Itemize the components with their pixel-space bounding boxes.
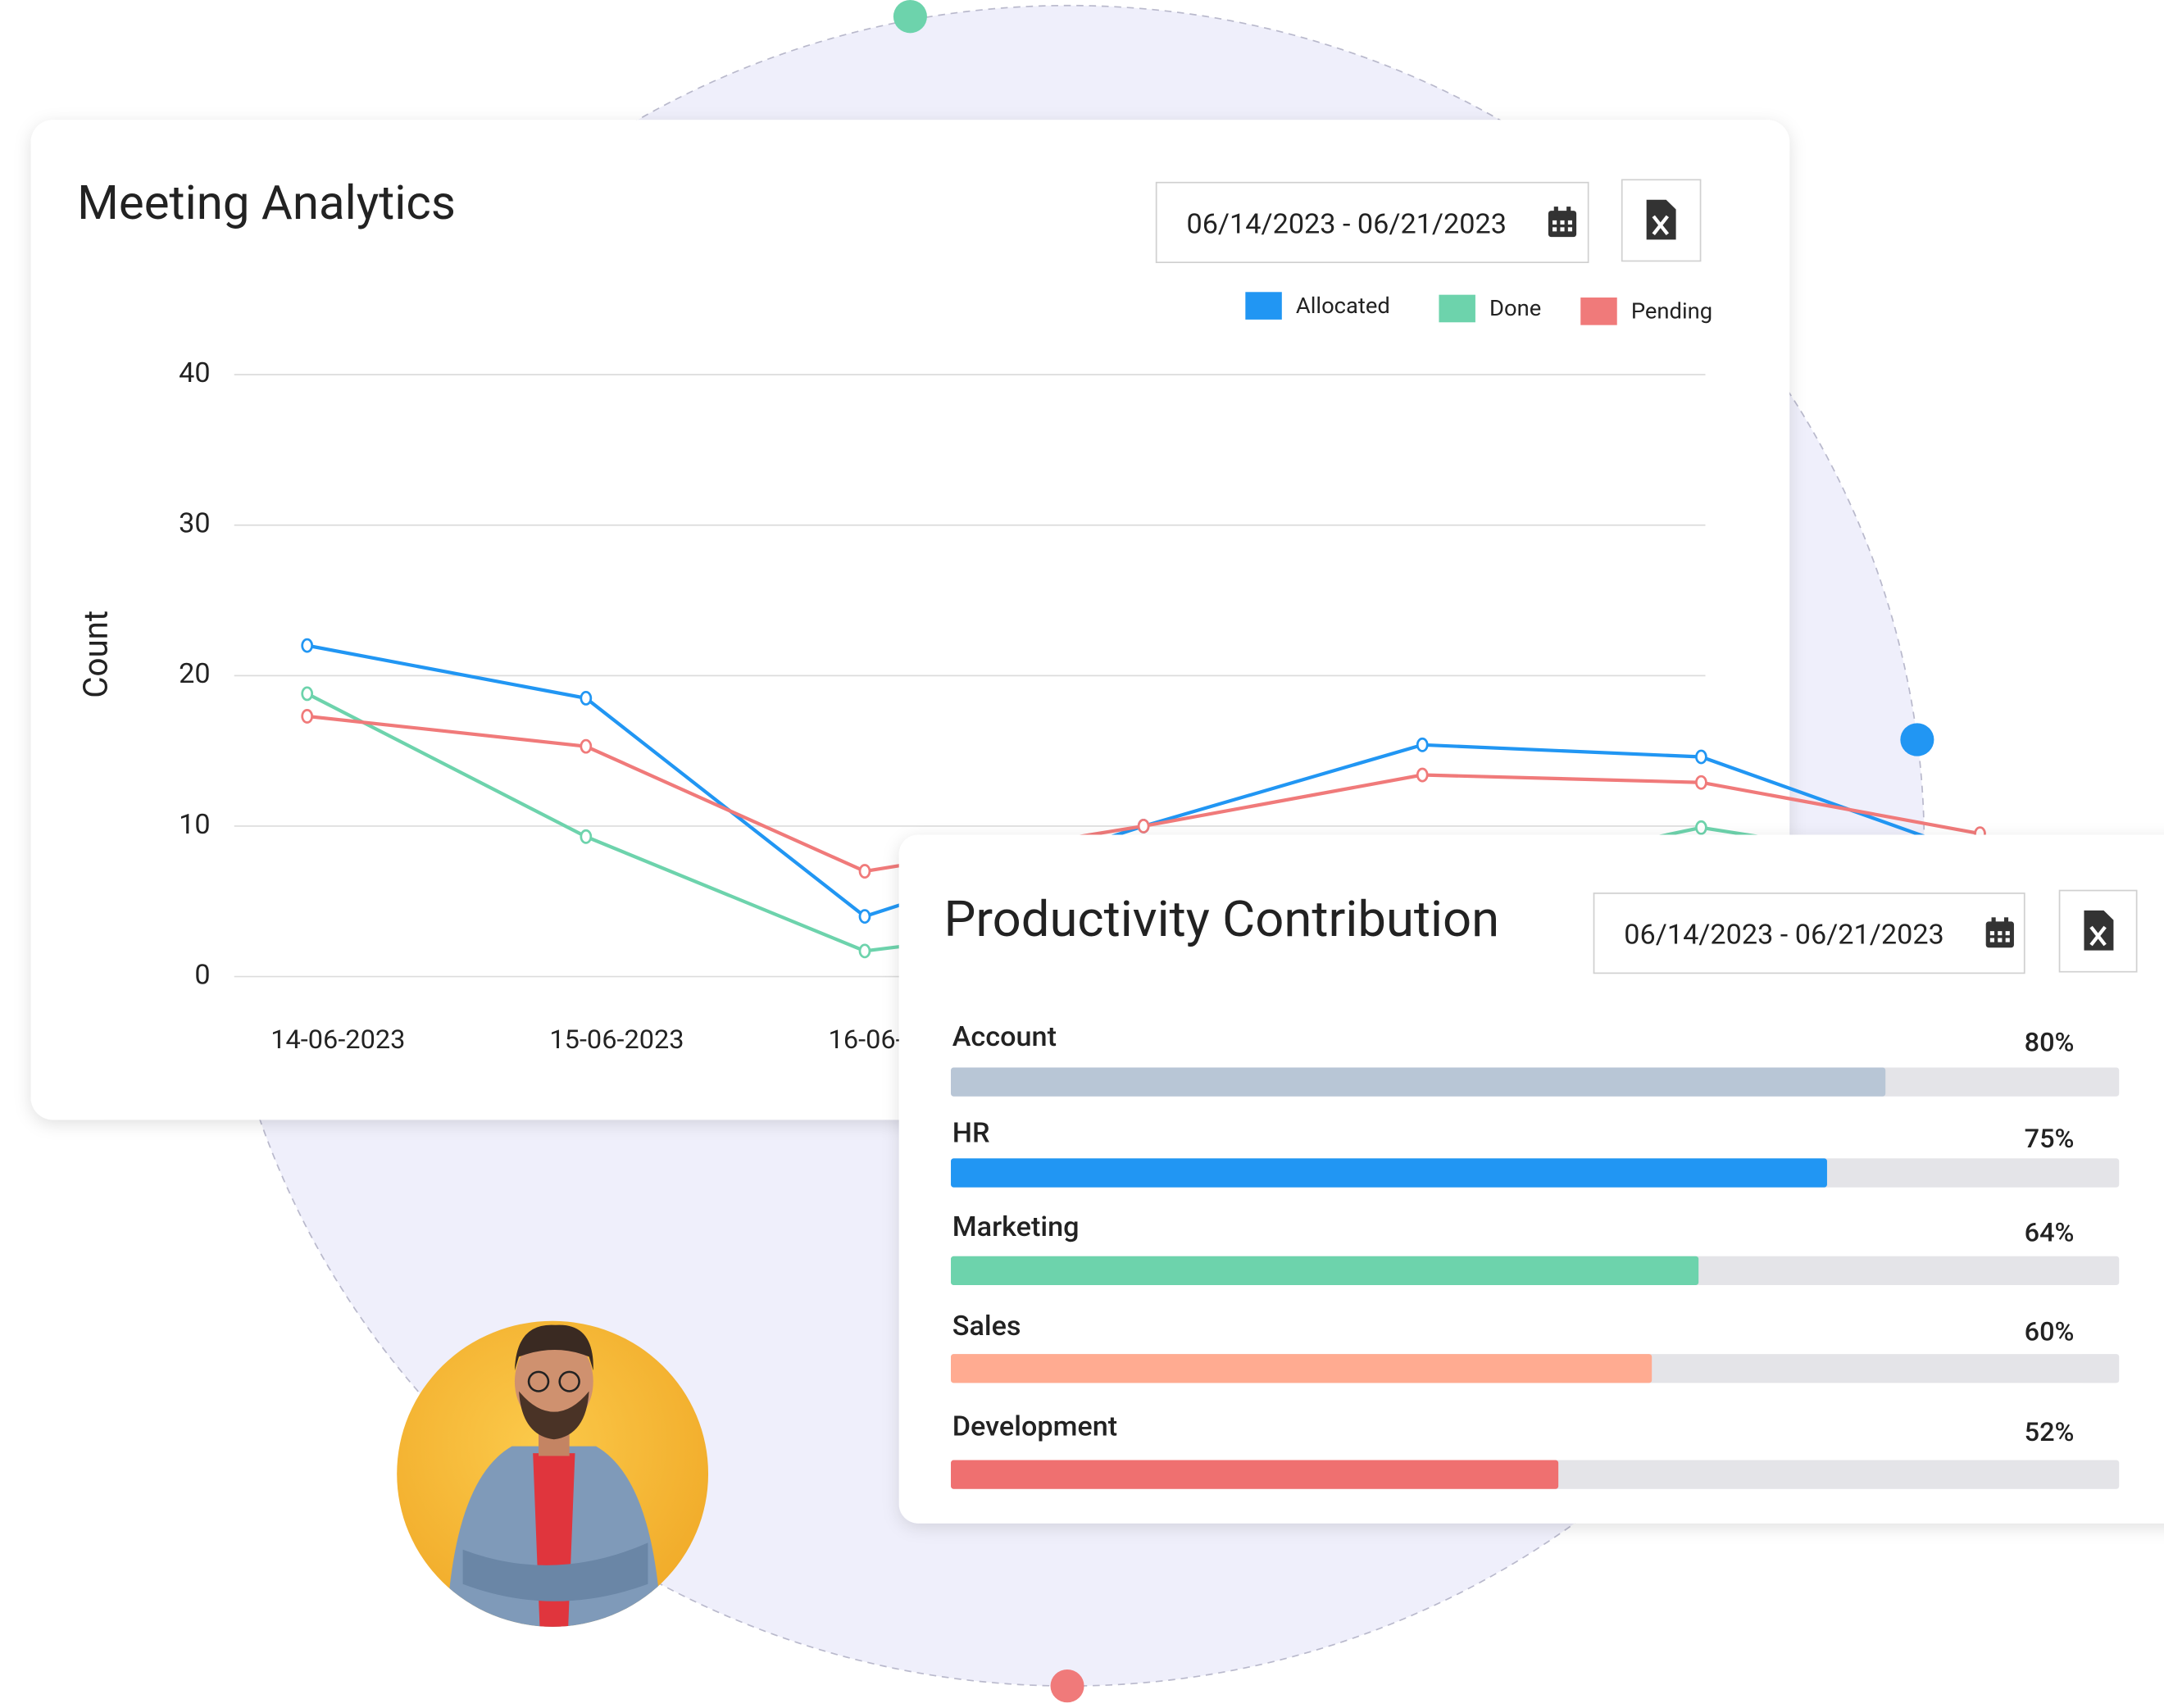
legend-swatch [1439, 294, 1475, 323]
data-point [1695, 820, 1707, 835]
decor-dot [893, 0, 927, 34]
calendar-icon[interactable] [1548, 207, 1577, 238]
data-point [1137, 819, 1150, 834]
excel-icon [2084, 910, 2114, 951]
card-title: Productivity Contribution [943, 890, 1499, 948]
data-point [1695, 775, 1707, 790]
productivity-card: Productivity Contribution 06/14/2023 - 0… [898, 834, 2164, 1524]
value-label: 60% [2025, 1316, 2075, 1347]
decor-dot [1900, 723, 1934, 756]
value-label: 75% [2025, 1123, 2075, 1154]
data-point [1416, 767, 1429, 783]
card-title: Meeting Analytics [77, 177, 456, 231]
y-tick-label: 30 [179, 508, 210, 540]
bar-label: Sales [952, 1311, 1021, 1342]
legend-label: Allocated [1296, 293, 1390, 319]
bar-label: Development [952, 1411, 1117, 1443]
data-point [580, 690, 593, 706]
value-label: 52% [2025, 1416, 2075, 1447]
legend-swatch [1245, 292, 1282, 320]
data-point [301, 686, 314, 702]
data-point [1416, 737, 1429, 752]
value-label: 64% [2025, 1217, 2075, 1248]
data-point [1695, 749, 1707, 765]
bar [951, 1158, 1827, 1188]
data-point [858, 909, 871, 924]
data-point [580, 829, 593, 844]
date-range-input[interactable] [1593, 893, 2025, 974]
data-point [580, 738, 593, 754]
excel-icon [1646, 199, 1676, 240]
x-tick-label: 15-06-2023 [549, 1024, 684, 1055]
date-range-text: 06/14/2023 - 06/21/2023 [1186, 209, 1506, 241]
legend-swatch [1580, 298, 1617, 325]
decor-dot [1050, 1669, 1084, 1703]
y-tick-label: 0 [194, 960, 210, 992]
legend-label: Done [1489, 295, 1541, 321]
data-point [858, 864, 871, 879]
data-point [858, 943, 871, 959]
bar [951, 1067, 1886, 1097]
bar-label: Marketing [952, 1211, 1080, 1243]
calendar-icon[interactable] [1985, 917, 2014, 948]
y-axis-label: Count [75, 611, 115, 698]
date-range-text: 06/14/2023 - 06/21/2023 [1624, 920, 1944, 952]
bar [951, 1256, 1699, 1286]
value-label: 80% [2025, 1027, 2075, 1058]
x-tick-label: 14-06-2023 [270, 1024, 405, 1055]
data-point [301, 709, 314, 724]
bar-label: Account [952, 1021, 1057, 1053]
bar [951, 1460, 1559, 1489]
data-point [301, 638, 314, 653]
avatar [397, 1320, 709, 1627]
legend-label: Pending [1631, 298, 1712, 325]
y-tick-label: 40 [179, 357, 210, 389]
bar [951, 1354, 1653, 1383]
date-range-input[interactable] [1155, 181, 1589, 264]
y-tick-label: 10 [179, 809, 210, 841]
bar-label: HR [952, 1118, 990, 1150]
y-tick-label: 20 [179, 658, 210, 690]
